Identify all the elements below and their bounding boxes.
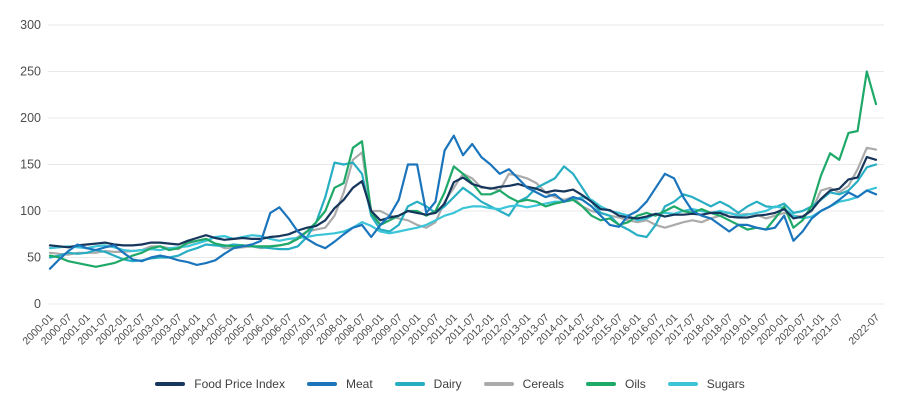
legend-label: Food Price Index [194,377,285,391]
y-tick-label: 0 [34,297,41,311]
line-meat [48,134,878,270]
legend-label: Oils [625,377,646,391]
legend-label: Meat [345,377,373,391]
legend-item-meat[interactable]: Meat [306,377,373,391]
price-chart: 0 50 100 150 200 250 300 2000-01 2000-07 2001-01 2… [20,18,884,348]
legend-item-dairy[interactable]: Dairy [394,377,462,391]
y-tick-label: 200 [20,111,41,125]
x-tick-label: 2022-07 [846,312,882,348]
legend-item-sugars[interactable]: Sugars [667,377,745,391]
line-food-price-index [48,156,878,249]
legend-line-swatch [667,382,698,386]
legend-line-swatch [483,382,514,386]
legend-item-cereals[interactable]: Cereals [483,377,565,391]
y-tick-label: 250 [20,65,41,79]
legend-item-oils[interactable]: Oils [586,378,646,390]
y-axis-tick-labels: 0 50 100 150 200 250 300 [20,18,41,311]
y-gridlines [48,24,884,305]
price-chart-svg: 0 50 100 150 200 250 300 2000-012000-072001-012… [20,18,884,348]
legend-line-swatch [155,382,186,386]
line-oils [48,70,878,268]
y-tick-label: 150 [20,158,41,172]
x-axis-tick-labels: 2000-012000-072001-012001-072002-012002-… [20,312,882,348]
chart-legend: Food Price Index Meat Dairy Cereals Oils Suga… [0,366,900,402]
line-cereals [48,146,878,256]
legend-line-swatch [394,382,425,386]
legend-label: Dairy [433,377,462,391]
y-tick-label: 50 [27,251,41,265]
legend-line-swatch [586,382,617,386]
legend-line-swatch [306,382,337,386]
legend-item-food-price-index[interactable]: Food Price Index [155,378,285,390]
y-tick-label: 100 [20,204,41,218]
legend-label: Sugars [706,377,745,391]
line-sugars [48,186,878,253]
legend-label: Cereals [522,377,565,391]
series-lines [48,70,878,270]
line-dairy [48,161,878,263]
y-tick-label: 300 [20,18,41,32]
